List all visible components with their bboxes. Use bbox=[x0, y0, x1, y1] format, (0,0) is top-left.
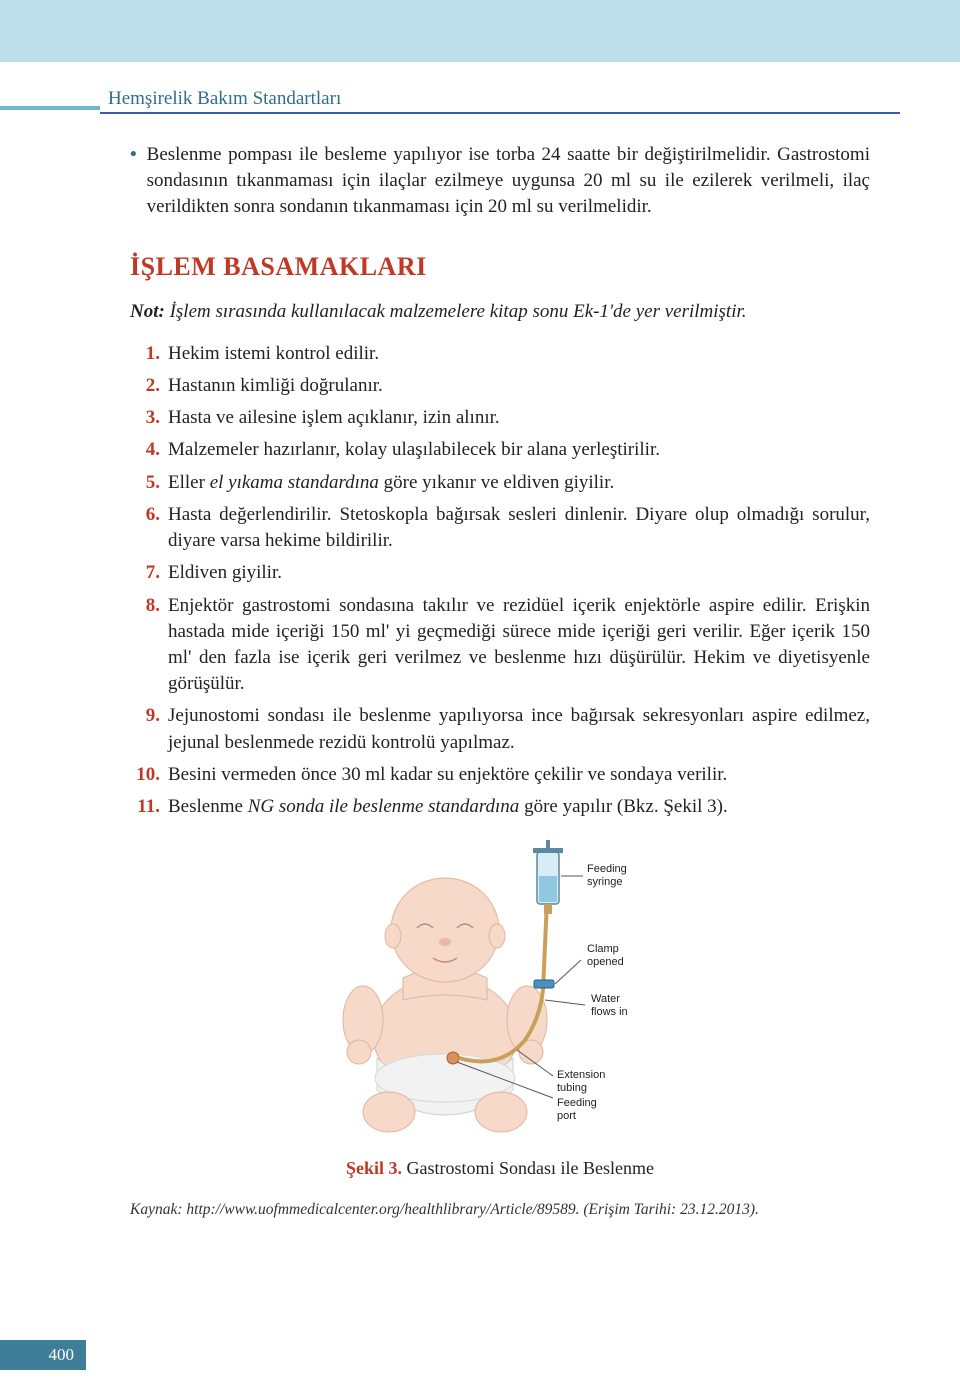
header-accent bbox=[0, 106, 100, 110]
bullet-paragraph: • Beslenme pompası ile besleme yapılıyor… bbox=[130, 142, 870, 221]
fig-label-clamp-1: Clamp bbox=[587, 943, 619, 955]
step-item: 7. Eldiven giyilir. bbox=[130, 560, 870, 586]
page-header: Hemşirelik Bakım Standartları bbox=[0, 80, 960, 112]
step-number: 6. bbox=[130, 502, 160, 554]
figure-caption: Şekil 3. Gastrostomi Sondası ile Beslenm… bbox=[346, 1156, 654, 1181]
fig-label-clamp-2: opened bbox=[587, 956, 624, 968]
page-number-value: 400 bbox=[49, 1345, 75, 1365]
page-number: 400 bbox=[0, 1340, 86, 1370]
step-text: Malzemeler hazırlanır, kolay ulaşılabile… bbox=[168, 437, 870, 463]
fig-label-port-2: port bbox=[557, 1110, 576, 1122]
step-number: 11. bbox=[130, 794, 160, 820]
step-number: 8. bbox=[130, 593, 160, 698]
step-number: 4. bbox=[130, 437, 160, 463]
step-text: Eldiven giyilir. bbox=[168, 560, 870, 586]
step-number: 1. bbox=[130, 341, 160, 367]
step-item: 4. Malzemeler hazırlanır, kolay ulaşılabi… bbox=[130, 437, 870, 463]
step-text: Jejunostomi sondası ile beslenme yapılıy… bbox=[168, 703, 870, 755]
step-number: 2. bbox=[130, 373, 160, 399]
step-item: 1. Hekim istemi kontrol edilir. bbox=[130, 341, 870, 367]
step-number: 9. bbox=[130, 703, 160, 755]
step-item: 9.Jejunostomi sondası ile beslenme yapıl… bbox=[130, 703, 870, 755]
section-heading: İŞLEM BASAMAKLARI bbox=[130, 249, 870, 285]
step-item: 2. Hastanın kimliği doğrulanır. bbox=[130, 373, 870, 399]
bullet-text: Beslenme pompası ile besleme yapılıyor i… bbox=[147, 142, 870, 221]
step-text: Hekim istemi kontrol edilir. bbox=[168, 341, 870, 367]
header-title: Hemşirelik Bakım Standartları bbox=[100, 88, 341, 112]
note-line: Not: İşlem sırasında kullanılacak malzem… bbox=[130, 299, 870, 325]
fig-label-ext-2: tubing bbox=[557, 1082, 587, 1094]
fig-label-water-1: Water bbox=[591, 993, 620, 1005]
step-number: 10. bbox=[130, 762, 160, 788]
step-item: 3. Hasta ve ailesine işlem açıklanır, izi… bbox=[130, 405, 870, 431]
step-text: Enjektör gastrostomi sondasına takılır v… bbox=[168, 593, 870, 698]
fig-label-syringe-2: syringe bbox=[587, 876, 622, 888]
step-item: 6.Hasta değerlendirilir. Stetoskopla bağ… bbox=[130, 502, 870, 554]
step-text: Hasta ve ailesine işlem açıklanır, izin … bbox=[168, 405, 870, 431]
step-item: 5. Eller el yıkama standardına göre yıkan… bbox=[130, 470, 870, 496]
page-content: • Beslenme pompası ile besleme yapılıyor… bbox=[0, 114, 960, 1220]
step-item: 10. Besini vermeden önce 30 ml kadar su e… bbox=[130, 762, 870, 788]
fig-label-port-1: Feeding bbox=[557, 1097, 597, 1109]
figure-illustration: Feeding syringe Clamp opened Water flows… bbox=[315, 840, 685, 1140]
bullet-icon: • bbox=[130, 142, 137, 221]
source-line: Kaynak: http://www.uofmmedicalcenter.org… bbox=[130, 1199, 870, 1220]
step-item: 11. Beslenme NG sonda ile beslenme standa… bbox=[130, 794, 870, 820]
step-text: Beslenme NG sonda ile beslenme standardı… bbox=[168, 794, 870, 820]
figure-caption-label: Şekil 3. bbox=[346, 1158, 402, 1178]
note-label: Not: bbox=[130, 301, 165, 322]
step-item: 8.Enjektör gastrostomi sondasına takılır… bbox=[130, 593, 870, 698]
figure-caption-text: Gastrostomi Sondası ile Beslenme bbox=[402, 1158, 654, 1178]
figure-wrap: Feeding syringe Clamp opened Water flows… bbox=[130, 840, 870, 1181]
step-number: 3. bbox=[130, 405, 160, 431]
note-text: İşlem sırasında kullanılacak malzemelere… bbox=[170, 301, 747, 322]
top-band bbox=[0, 0, 960, 62]
step-number: 7. bbox=[130, 560, 160, 586]
steps-list: 1. Hekim istemi kontrol edilir. 2. Hastanın… bbox=[130, 341, 870, 821]
step-number: 5. bbox=[130, 470, 160, 496]
step-text: Besini vermeden önce 30 ml kadar su enje… bbox=[168, 762, 870, 788]
fig-label-syringe-1: Feeding bbox=[587, 863, 627, 875]
fig-label-water-2: flows in bbox=[591, 1006, 628, 1018]
fig-label-ext-1: Extension bbox=[557, 1069, 605, 1081]
step-text: Hasta değerlendirilir. Stetoskopla bağır… bbox=[168, 502, 870, 554]
step-text: Eller el yıkama standardına göre yıkanır… bbox=[168, 470, 870, 496]
step-text: Hastanın kimliği doğrulanır. bbox=[168, 373, 870, 399]
